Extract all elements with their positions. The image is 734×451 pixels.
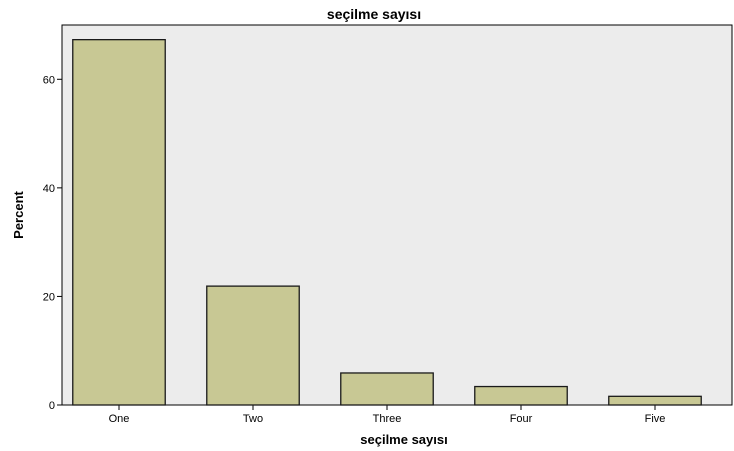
x-tick-label: One	[109, 413, 130, 425]
x-tick-label: Two	[243, 413, 263, 425]
chart-title: seçilme sayısı	[327, 6, 421, 22]
y-tick-label: 40	[43, 183, 55, 195]
x-axis: One Two Three Four Five	[109, 405, 666, 425]
plot-area	[61, 24, 733, 406]
bar-three	[340, 372, 434, 406]
x-axis-label: seçilme sayısı	[360, 432, 447, 447]
bar-five	[608, 395, 702, 406]
y-tick-label: 0	[49, 400, 55, 412]
bar-one	[72, 39, 166, 406]
y-axis-label: Percent	[11, 190, 26, 238]
bar-two	[206, 285, 300, 406]
bar-four	[474, 385, 568, 406]
y-tick-label: 20	[43, 291, 55, 303]
x-tick-label: Three	[373, 413, 402, 425]
y-axis: 0 20 40 60	[43, 74, 62, 412]
x-tick-label: Five	[645, 413, 666, 425]
x-tick-label: Four	[510, 413, 533, 425]
y-tick-label: 60	[43, 74, 55, 86]
bars	[72, 39, 702, 406]
